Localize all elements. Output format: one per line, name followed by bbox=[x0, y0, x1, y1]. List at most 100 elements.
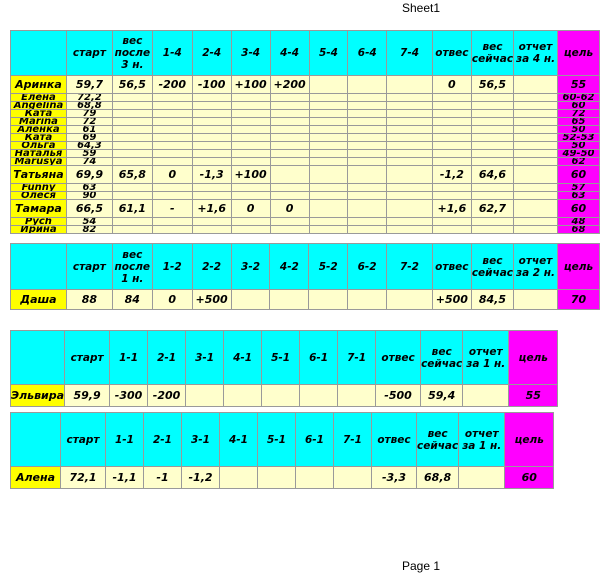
data-cell[interactable] bbox=[269, 149, 310, 158]
data-cell[interactable]: 0 bbox=[230, 199, 271, 218]
column-header[interactable]: 2-1 bbox=[143, 412, 182, 467]
data-cell[interactable] bbox=[308, 225, 349, 234]
column-header[interactable]: 6-2 bbox=[347, 243, 388, 290]
column-header[interactable]: 5-4 bbox=[308, 30, 349, 76]
row-name-cell[interactable]: Ката bbox=[10, 133, 67, 142]
column-header[interactable]: вес после 3 н. bbox=[111, 30, 153, 76]
data-cell[interactable] bbox=[230, 191, 271, 200]
data-cell[interactable]: 65,8 bbox=[111, 165, 153, 184]
goal-cell[interactable]: 55 bbox=[557, 75, 600, 94]
data-cell[interactable] bbox=[386, 109, 433, 118]
data-cell[interactable]: 59,4 bbox=[420, 384, 464, 407]
data-cell[interactable] bbox=[269, 133, 310, 142]
column-header[interactable]: 4-2 bbox=[269, 243, 310, 290]
goal-cell[interactable]: 55 bbox=[508, 384, 559, 407]
data-cell[interactable]: 54 bbox=[65, 217, 113, 226]
data-cell[interactable] bbox=[462, 384, 510, 407]
column-header[interactable]: цель bbox=[508, 330, 559, 385]
data-cell[interactable] bbox=[431, 225, 472, 234]
data-cell[interactable] bbox=[230, 289, 271, 310]
data-cell[interactable] bbox=[431, 101, 472, 110]
row-name-cell[interactable]: Татьяна bbox=[10, 165, 67, 184]
row-name-cell[interactable]: Наталья bbox=[10, 149, 67, 158]
data-cell[interactable] bbox=[431, 125, 472, 134]
column-header[interactable]: старт bbox=[60, 412, 106, 467]
column-header[interactable]: старт bbox=[64, 330, 111, 385]
data-cell[interactable]: 72,1 bbox=[60, 466, 106, 489]
data-cell[interactable] bbox=[386, 165, 433, 184]
data-cell[interactable]: -200 bbox=[147, 384, 187, 407]
goal-cell[interactable]: 68 bbox=[557, 225, 600, 234]
data-cell[interactable] bbox=[230, 183, 271, 192]
row-name-cell[interactable]: Ирина bbox=[10, 225, 67, 234]
corner-header-cell[interactable] bbox=[10, 243, 67, 290]
data-cell[interactable] bbox=[269, 125, 310, 134]
data-cell[interactable] bbox=[151, 109, 193, 118]
column-header[interactable]: отвес bbox=[431, 30, 472, 76]
data-cell[interactable] bbox=[230, 101, 271, 110]
data-cell[interactable]: -1,2 bbox=[181, 466, 220, 489]
row-name-cell[interactable]: Эльвира bbox=[9, 384, 66, 407]
data-cell[interactable] bbox=[111, 109, 153, 118]
data-cell[interactable] bbox=[386, 101, 433, 110]
data-cell[interactable] bbox=[347, 125, 388, 134]
corner-header-cell[interactable] bbox=[9, 330, 66, 385]
data-cell[interactable] bbox=[347, 183, 388, 192]
data-cell[interactable] bbox=[347, 109, 388, 118]
column-header[interactable]: 5-1 bbox=[261, 330, 301, 385]
goal-cell[interactable]: 62 bbox=[557, 157, 600, 166]
data-cell[interactable] bbox=[269, 289, 310, 310]
data-cell[interactable]: 56,5 bbox=[111, 75, 153, 94]
data-cell[interactable]: -200 bbox=[151, 75, 193, 94]
data-cell[interactable]: -1,1 bbox=[105, 466, 144, 489]
data-cell[interactable] bbox=[151, 117, 193, 126]
data-cell[interactable] bbox=[151, 125, 193, 134]
data-cell[interactable] bbox=[308, 199, 349, 218]
data-cell[interactable] bbox=[347, 149, 388, 158]
column-header[interactable]: 3-2 bbox=[230, 243, 271, 290]
data-cell[interactable] bbox=[347, 199, 388, 218]
data-cell[interactable]: 79 bbox=[65, 109, 113, 118]
data-cell[interactable]: 59,9 bbox=[64, 384, 111, 407]
data-cell[interactable] bbox=[386, 141, 433, 150]
data-cell[interactable]: 84 bbox=[111, 289, 153, 310]
data-cell[interactable]: -3,3 bbox=[371, 466, 417, 489]
data-cell[interactable]: 59,7 bbox=[65, 75, 113, 94]
data-cell[interactable] bbox=[223, 384, 263, 407]
column-header[interactable]: 3-1 bbox=[181, 412, 220, 467]
column-header[interactable]: вес сейчас bbox=[470, 243, 515, 290]
data-cell[interactable] bbox=[513, 289, 558, 310]
column-header[interactable]: 7-4 bbox=[386, 30, 433, 76]
data-cell[interactable] bbox=[333, 466, 372, 489]
data-cell[interactable] bbox=[431, 93, 472, 102]
data-cell[interactable] bbox=[185, 384, 225, 407]
row-name-cell[interactable]: Marusya bbox=[10, 157, 67, 166]
row-name-cell[interactable]: Олеся bbox=[10, 191, 67, 200]
data-cell[interactable] bbox=[308, 165, 349, 184]
data-cell[interactable] bbox=[111, 157, 153, 166]
column-header[interactable]: 5-2 bbox=[308, 243, 349, 290]
data-cell[interactable]: 59 bbox=[65, 149, 113, 158]
data-cell[interactable] bbox=[269, 117, 310, 126]
data-cell[interactable] bbox=[386, 133, 433, 142]
corner-header-cell[interactable] bbox=[10, 412, 61, 467]
data-cell[interactable] bbox=[111, 93, 153, 102]
column-header[interactable]: 5-1 bbox=[257, 412, 296, 467]
data-cell[interactable] bbox=[458, 466, 506, 489]
data-cell[interactable]: - bbox=[151, 199, 193, 218]
data-cell[interactable]: -500 bbox=[375, 384, 422, 407]
goal-cell[interactable]: 60 bbox=[557, 101, 600, 110]
data-cell[interactable] bbox=[470, 149, 515, 158]
row-name-cell[interactable]: Даша bbox=[10, 289, 67, 310]
data-cell[interactable] bbox=[513, 199, 558, 218]
row-name-cell[interactable]: Елена bbox=[10, 93, 67, 102]
data-cell[interactable] bbox=[191, 183, 232, 192]
data-cell[interactable] bbox=[269, 157, 310, 166]
data-cell[interactable] bbox=[431, 217, 472, 226]
data-cell[interactable]: 74 bbox=[65, 157, 113, 166]
data-cell[interactable] bbox=[269, 183, 310, 192]
data-cell[interactable]: 68,8 bbox=[65, 101, 113, 110]
data-cell[interactable] bbox=[219, 466, 258, 489]
data-cell[interactable] bbox=[386, 199, 433, 218]
data-cell[interactable] bbox=[513, 149, 558, 158]
